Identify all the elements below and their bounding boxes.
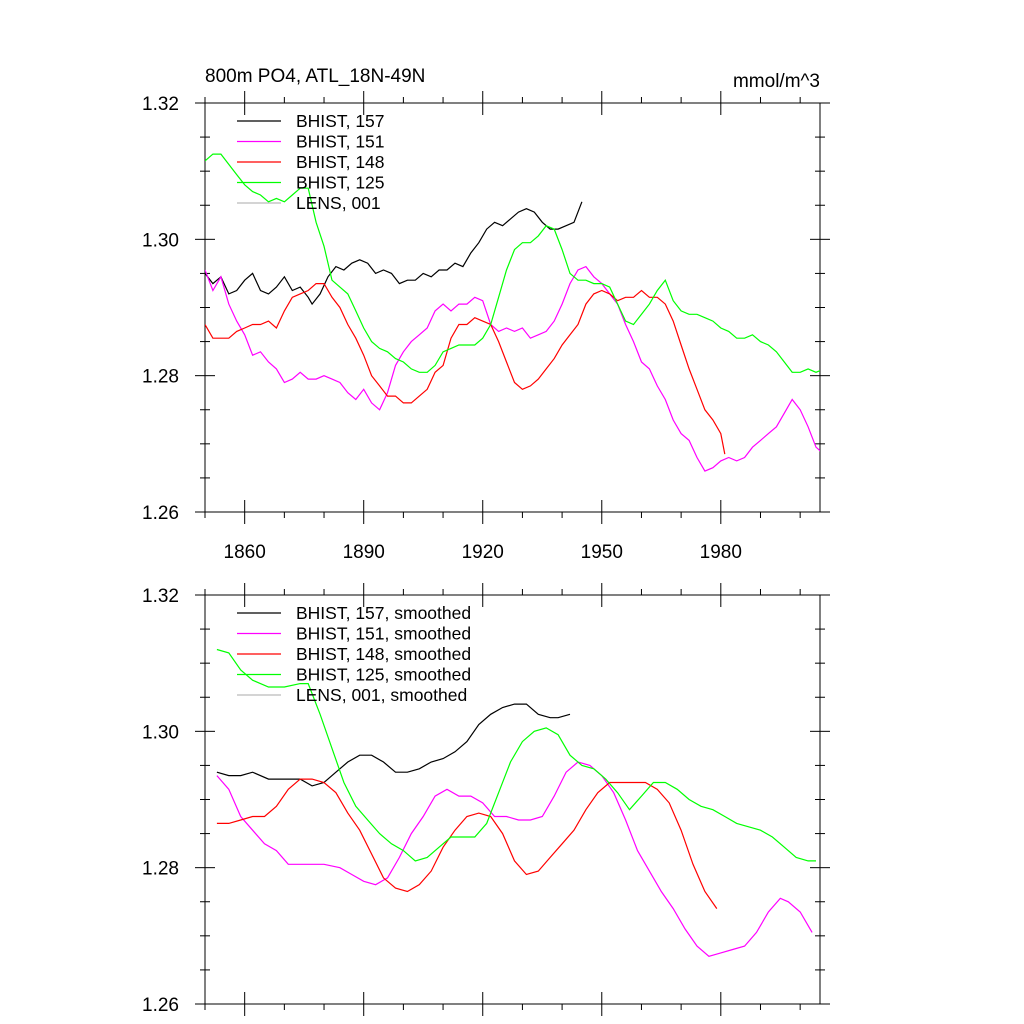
series-group (205, 153, 820, 472)
y-tick-label: 1.32 (142, 94, 179, 115)
x-tick-label: 1860 (224, 542, 266, 563)
chart-units: mmol/m^3 (733, 71, 820, 92)
y-tick-label: 1.28 (142, 367, 179, 388)
y-tick-label: 1.30 (142, 230, 179, 251)
legend-label-bhist-125-smoothed: BHIST, 125, smoothed (296, 665, 471, 685)
series-group (216, 648, 816, 957)
series-line-bhist-157 (205, 201, 583, 306)
series-line-bhist-151-smoothed (216, 761, 813, 957)
y-tick-label: 1.26 (142, 503, 179, 524)
legend-label-bhist-157: BHIST, 157 (296, 111, 385, 131)
top-panel: 1.26 1.28 1.30 1.32 1860 1890 1920 1950 1980 800m… (142, 66, 830, 563)
series-line-bhist-157-smoothed (216, 703, 571, 787)
legend-label-lens-001: LENS, 001 (296, 193, 381, 213)
legend-label-bhist-151: BHIST, 151 (296, 132, 385, 152)
legend-label-bhist-125: BHIST, 125 (296, 173, 385, 193)
y-tick-label: 1.28 (142, 859, 179, 880)
series-line-bhist-148 (205, 283, 726, 455)
legend-label-bhist-148-smoothed: BHIST, 148, smoothed (296, 644, 471, 664)
y-tick-label: 1.26 (142, 995, 179, 1016)
legend-label-lens-001-smoothed: LENS, 001, smoothed (296, 685, 467, 705)
series-line-bhist-125-smoothed (216, 648, 816, 862)
series-line-bhist-125 (205, 153, 820, 373)
legend-label-bhist-151-smoothed: BHIST, 151, smoothed (296, 624, 471, 644)
y-tick-label: 1.30 (142, 722, 179, 743)
series-line-bhist-148-smoothed (216, 778, 718, 909)
chart-title: 800m PO4, ATL_18N-49N (205, 66, 425, 87)
series-line-bhist-151 (205, 265, 820, 472)
x-tick-label: 1950 (581, 542, 623, 563)
legend-label-bhist-148: BHIST, 148 (296, 152, 385, 172)
x-tick-label: 1920 (462, 542, 504, 563)
y-tick-label: 1.32 (142, 586, 179, 607)
x-tick-label: 1890 (343, 542, 385, 563)
x-tick-label: 1980 (700, 542, 742, 563)
legend-label-bhist-157-smoothed: BHIST, 157, smoothed (296, 603, 471, 623)
